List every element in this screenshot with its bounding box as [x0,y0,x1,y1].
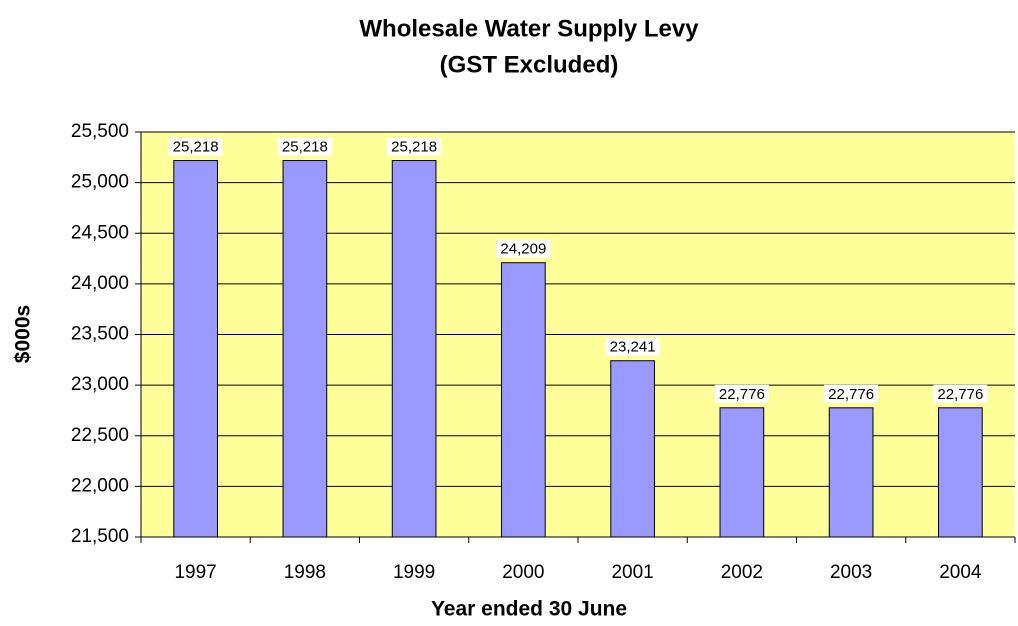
y-tick-label: 24,500 [71,222,129,243]
bar [282,160,328,538]
value-label-bg [824,384,879,403]
value-label-bg [277,137,332,156]
x-tick-label: 2003 [830,562,872,583]
y-axis-title: $000s [12,305,35,363]
value-label: 22,776 [719,386,765,403]
x-tick-label: 2001 [611,562,653,583]
value-label-bg [387,137,442,156]
y-tick-label: 22,500 [71,425,129,446]
value-label: 25,218 [391,139,437,156]
y-tick-label: 25,000 [71,172,129,193]
x-tick-label: 2002 [721,562,763,583]
value-label-bg [714,384,769,403]
value-label: 23,241 [610,339,656,356]
bar [719,407,765,538]
chart-title: Wholesale Water Supply Levy [359,15,699,42]
x-tick-label: 2004 [939,562,982,583]
bar [173,160,218,538]
bar [828,407,874,538]
value-label-bg [496,239,551,258]
x-axis-title: Year ended 30 June [431,598,627,621]
value-label: 25,218 [173,139,219,156]
y-tick-label: 23,500 [71,324,129,345]
y-tick-label: 21,500 [71,526,129,547]
value-label: 22,776 [937,386,983,403]
x-tick-label: 1997 [174,562,216,583]
bar [938,407,983,538]
x-tick-label: 1999 [393,562,435,583]
y-tick-label: 23,000 [71,374,129,395]
x-tick-label: 1998 [284,562,326,583]
value-label: 24,209 [500,241,546,258]
value-label: 25,218 [282,139,328,156]
value-label: 22,776 [828,386,874,403]
bar [610,360,655,538]
x-tick-label: 2000 [502,562,544,583]
value-label-bg [168,137,223,156]
bar [391,160,437,538]
y-tick-label: 22,000 [71,475,129,496]
value-label-bg [605,337,660,356]
chart-subtitle: (GST Excluded) [440,51,619,78]
y-tick-label: 25,500 [71,121,129,142]
bar [501,262,546,538]
y-tick-label: 24,000 [71,273,129,294]
value-label-bg [933,384,988,403]
